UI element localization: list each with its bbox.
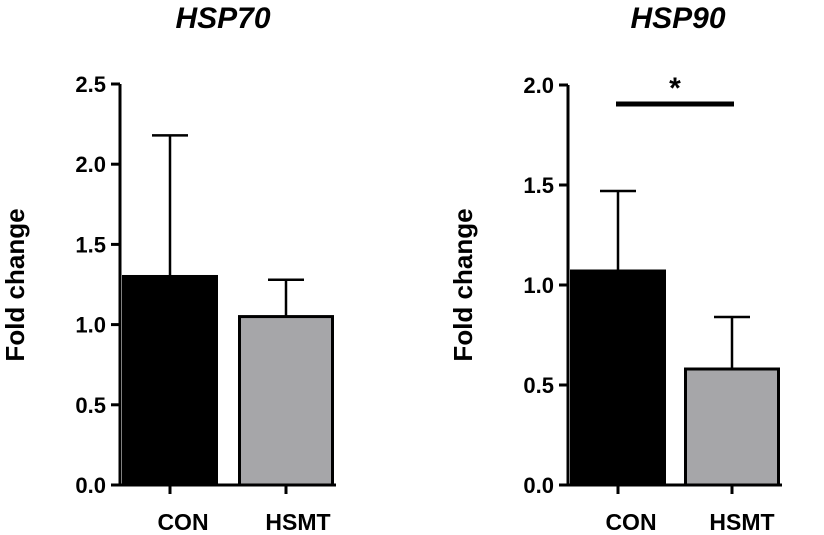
y-tick-label: 0.5: [523, 373, 554, 398]
y-tick-label: 1.5: [523, 173, 554, 198]
y-tick-label: 1.0: [75, 313, 106, 338]
y-tick-label: 2.5: [75, 72, 106, 97]
bar: [570, 269, 666, 487]
y-tick-label: 2.0: [75, 152, 106, 177]
x-tick-label: HSMT: [709, 509, 774, 535]
y-tick-label: 1.0: [523, 273, 554, 298]
bar: [122, 274, 218, 487]
y-axis-label: Fold change: [448, 208, 478, 361]
significance-label: *: [669, 72, 681, 105]
chart-title: HSP90: [630, 2, 725, 35]
chart-panel-hsp90: HSP90 Fold change CON HSMT 0.0 0.5 1.0 1.5 2…: [448, 2, 782, 535]
y-tick-label: 0.0: [75, 473, 106, 498]
chart-title: HSP70: [175, 2, 270, 35]
y-tick-label: 0.0: [523, 473, 554, 498]
x-tick-label: HSMT: [265, 509, 330, 535]
y-tick-label: 0.5: [75, 393, 106, 418]
x-tick-label: CON: [605, 509, 656, 535]
bar: [238, 315, 334, 487]
x-tick-label: CON: [157, 509, 208, 535]
y-tick-label: 2.0: [523, 73, 554, 98]
y-axis-label: Fold change: [0, 208, 30, 361]
chart-panel-hsp70: HSP70 Fold change CON HSMT 0.0 0.5 1.0 1.5 2…: [0, 2, 336, 535]
bar: [684, 367, 780, 487]
y-tick-label: 1.5: [75, 232, 106, 257]
